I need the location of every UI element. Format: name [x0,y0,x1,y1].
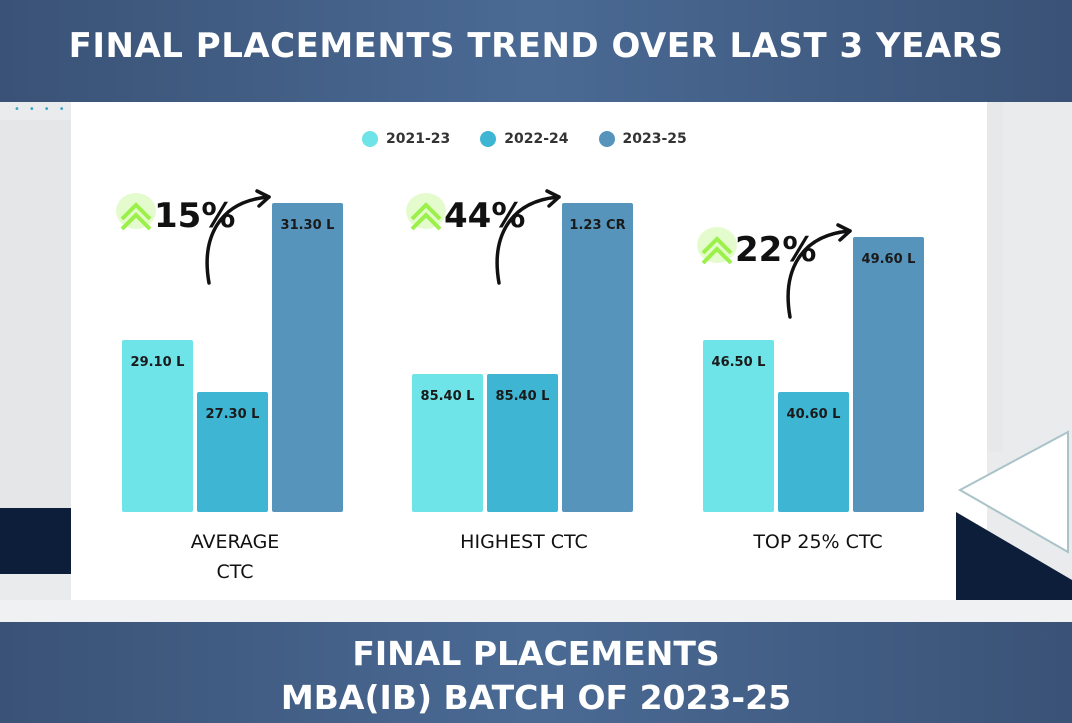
growth-up-icon-2 [406,193,446,231]
footer-title-line2: MBA(IB) BATCH OF 2023-25 [280,678,792,717]
bar-g1-s2 [197,392,268,512]
bar-label-g1-s2: 27.30 L [206,407,260,422]
category-label-highest: HIGHEST CTC [409,527,639,557]
left-navy-block [0,508,71,574]
growth-arrow-2 [495,195,561,285]
legend-item-1: 2021-23 [362,131,450,147]
footer-title-line1: FINAL PLACEMENTS [352,634,720,673]
growth-arrowhead-3 [836,223,852,242]
bar-g1-s3 [272,203,343,512]
growth-arrow-1 [205,195,271,285]
bar-label-g2-s2: 85.40 L [496,389,550,404]
growth-up-icon-3 [697,227,737,265]
bar-label-g2-s1: 85.40 L [421,389,475,404]
bar-g2-s2 [487,374,558,512]
bottom-gap [0,600,1072,622]
bar-g2-s1 [412,374,483,512]
category-label-highest-line1: HIGHEST CTC [460,531,588,553]
chart-legend: 2021-23 2022-24 2023-25 [362,131,687,147]
bar-label-g1-s1: 29.10 L [131,355,185,370]
category-label-average-line1: AVERAGE [190,531,280,553]
growth-up-icon-1 [116,193,156,231]
legend-swatch-3 [598,131,615,147]
category-label-average: AVERAGE CTC [120,527,350,587]
bar-label-g3-s1: 46.50 L [712,355,766,370]
growth-arrowhead-2 [545,189,561,208]
header-band [0,0,1072,102]
bar-g3-s1 [703,340,774,512]
bar-label-g2-s3: 1.23 CR [569,218,625,233]
category-label-average-line2: CTC [216,561,254,583]
category-label-top25: TOP 25% CTC [703,527,933,557]
left-grey-panel [0,120,71,512]
bar-g3-s3 [853,237,924,512]
growth-arrow-3 [786,229,852,319]
decorative-triangles [956,430,1072,610]
legend-label-2: 2022-24 [504,131,569,147]
footer-title: FINAL PLACEMENTS MBA(IB) BATCH OF 2023-2… [0,632,1072,720]
growth-arrowhead-1 [255,189,271,208]
bar-label-g3-s2: 40.60 L [787,407,841,422]
category-label-top25-line1: TOP 25% CTC [753,531,883,553]
bar-g1-s1 [122,340,193,512]
decorative-dots: •••• [14,104,74,115]
legend-swatch-2 [480,131,497,147]
bar-g3-s2 [778,392,849,512]
legend-label-3: 2023-25 [622,131,687,147]
bar-label-g1-s3: 31.30 L [281,218,335,233]
legend-item-2: 2022-24 [480,131,569,147]
legend-label-1: 2021-23 [386,131,451,147]
chart-card [71,102,987,600]
bar-label-g3-s3: 49.60 L [862,252,916,267]
footer-band [0,622,1072,723]
scrollbar[interactable] [987,102,1003,452]
bar-g2-s3 [562,203,633,512]
page-title: FINAL PLACEMENTS TREND OVER LAST 3 YEARS [68,26,1004,66]
legend-item-3: 2023-25 [598,131,687,147]
legend-swatch-1 [362,131,378,147]
